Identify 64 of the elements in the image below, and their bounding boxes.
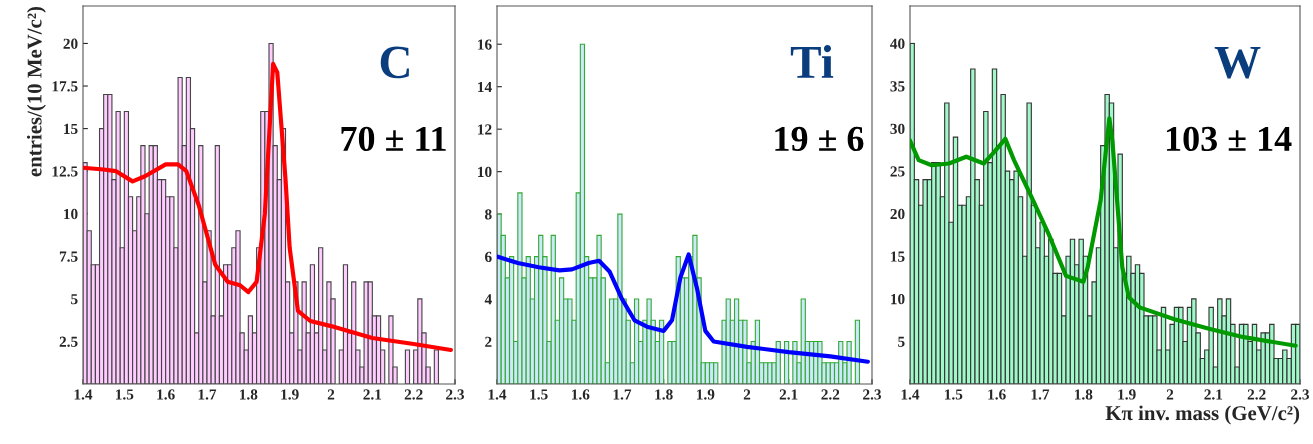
x-tick-label: 1.7 bbox=[198, 389, 217, 400]
x-tick-label: 1.7 bbox=[1031, 389, 1050, 400]
annotation: 103 ± 14 bbox=[1166, 126, 1292, 152]
y-tick-label: 10 bbox=[64, 208, 78, 220]
x-axis-title: Kπ inv. mass (GeV/c²) bbox=[1105, 405, 1300, 425]
x-tick-label: 2 bbox=[1166, 389, 1174, 400]
y-tick-label: 12.5 bbox=[52, 166, 78, 177]
y-tick-label: 35 bbox=[890, 81, 905, 92]
x-tick-label: 2.1 bbox=[1204, 389, 1223, 400]
y-tick-label: 2.5 bbox=[59, 336, 78, 347]
x-tick-label: 1.4 bbox=[488, 389, 507, 400]
y-tick-label: 16 bbox=[478, 39, 492, 50]
y-tick-label: 6 bbox=[485, 251, 492, 263]
y-tick-label: 30 bbox=[890, 123, 905, 135]
y-tick-label: 7.5 bbox=[59, 251, 78, 262]
x-tick-label: 2.1 bbox=[363, 389, 382, 400]
annotation: C bbox=[380, 46, 409, 79]
x-tick-label: 1.4 bbox=[901, 389, 920, 400]
y-tick-label: 10 bbox=[891, 294, 905, 305]
x-tick-label: 1.9 bbox=[1118, 389, 1136, 400]
y-tick-label: 14 bbox=[478, 81, 492, 92]
line-series bbox=[497, 252, 870, 364]
y-tick-label: 5 bbox=[898, 336, 905, 347]
y-tick-label: 20 bbox=[890, 208, 905, 220]
x-tick-label: 1.6 bbox=[572, 389, 590, 400]
annotation: 19 ± 6 bbox=[775, 126, 864, 152]
x-tick-label: 1.5 bbox=[116, 389, 134, 400]
annotation: 70 ± 11 bbox=[341, 126, 446, 152]
x-tick-label: 2.1 bbox=[779, 389, 798, 400]
x-tick-label: 1.7 bbox=[613, 389, 632, 400]
x-tick-label: 2.3 bbox=[446, 389, 465, 400]
y-tick-label: 8 bbox=[485, 209, 492, 220]
y-tick-label: 15 bbox=[891, 251, 905, 262]
x-tick-label: 2.2 bbox=[821, 389, 840, 400]
x-tick-label: 2 bbox=[743, 389, 751, 400]
y-tick-label: 12 bbox=[478, 124, 492, 135]
x-tick-label: 1.6 bbox=[157, 389, 175, 400]
y-tick-label: 40 bbox=[890, 38, 905, 49]
y-tick-label: 17.5 bbox=[52, 81, 78, 92]
line-series bbox=[910, 116, 1298, 348]
y-tick-label: 2 bbox=[485, 336, 492, 347]
x-tick-label: 1.9 bbox=[281, 389, 299, 400]
y-tick-label: 15 bbox=[64, 123, 78, 135]
y-tick-label: 10 bbox=[478, 166, 492, 178]
x-tick-label: 1.4 bbox=[74, 389, 93, 400]
x-tick-label: 1.5 bbox=[530, 389, 548, 400]
y-tick-label: 25 bbox=[890, 166, 905, 177]
x-tick-label: 2 bbox=[327, 389, 335, 400]
x-tick-label: 1.8 bbox=[655, 389, 673, 400]
annotation: W bbox=[1214, 46, 1261, 79]
x-tick-label: 2.3 bbox=[1291, 389, 1310, 400]
x-tick-label: 1.8 bbox=[1075, 389, 1093, 400]
y-tick-label: 20 bbox=[63, 38, 78, 49]
annotation: Ti bbox=[790, 45, 834, 78]
x-tick-label: 1.9 bbox=[697, 389, 715, 400]
y-tick-label: 5 bbox=[71, 294, 78, 305]
x-tick-label: 1.5 bbox=[945, 389, 963, 400]
x-tick-label: 1.8 bbox=[240, 389, 258, 400]
x-tick-label: 2.2 bbox=[1247, 389, 1266, 400]
y-axis-title: entries/(10 MeV/c²) bbox=[26, 6, 46, 177]
x-tick-label: 2.3 bbox=[863, 389, 882, 400]
x-tick-label: 1.6 bbox=[988, 389, 1006, 400]
y-tick-label: 4 bbox=[484, 294, 492, 305]
x-tick-label: 2.2 bbox=[404, 389, 423, 400]
